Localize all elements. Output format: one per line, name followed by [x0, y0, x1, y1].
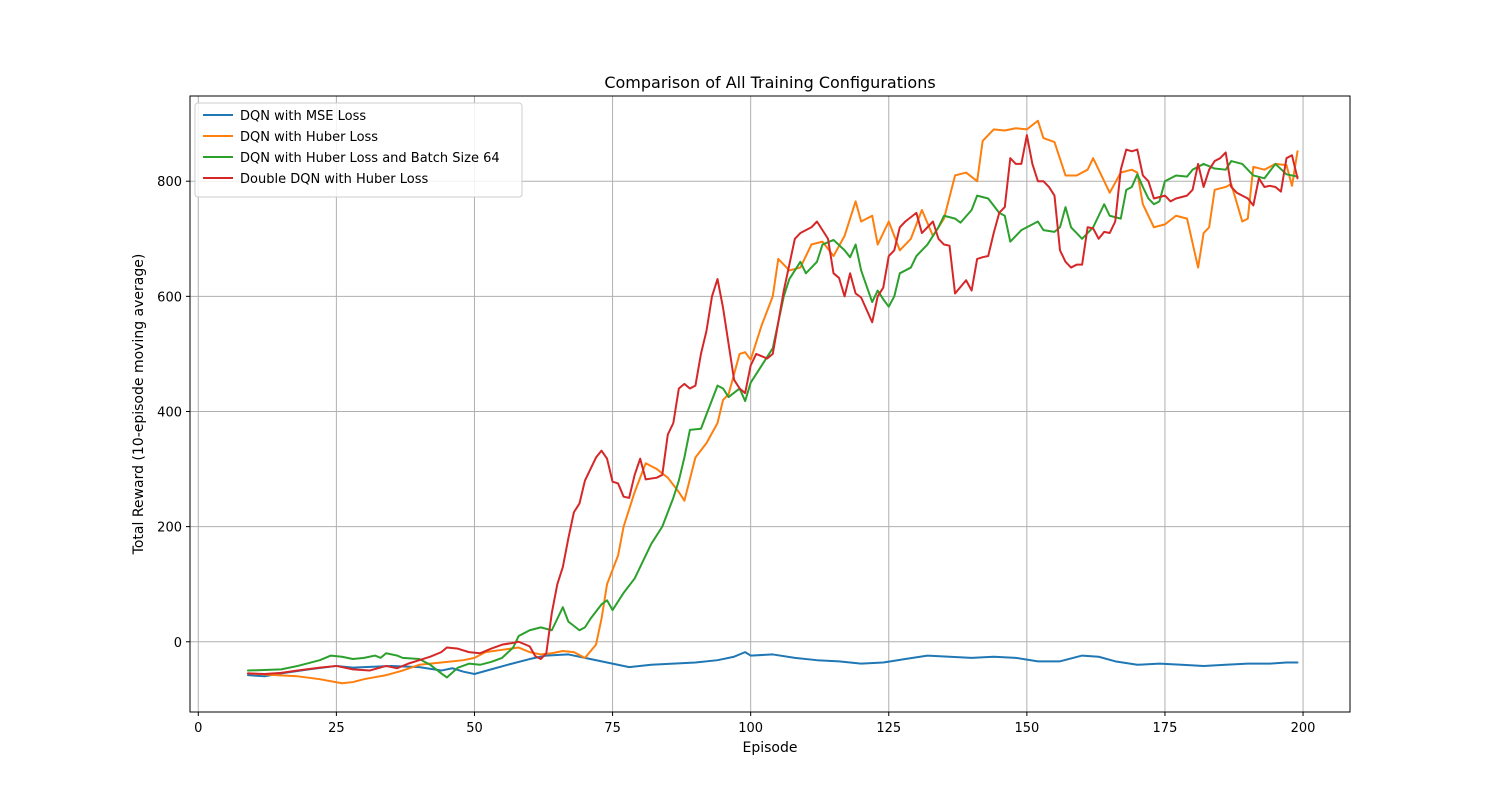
x-tick-label: 100 — [738, 721, 763, 736]
legend-label: DQN with Huber Loss and Batch Size 64 — [240, 151, 500, 166]
x-tick-label: 175 — [1153, 721, 1178, 736]
y-axis-label: Total Reward (10-episode moving average) — [131, 254, 147, 556]
x-tick-label: 75 — [604, 721, 621, 736]
plot-area-frame — [189, 95, 1351, 713]
x-tick-label: 25 — [328, 721, 345, 736]
y-tick-label: 200 — [157, 521, 182, 536]
series-line-3 — [247, 160, 1299, 679]
grid-lines — [190, 96, 1350, 712]
x-tick-label: 125 — [876, 721, 901, 736]
series-lines — [247, 119, 1299, 685]
legend-label: Double DQN with Huber Loss — [240, 172, 428, 187]
y-tick-label: 400 — [157, 405, 182, 420]
legend-box — [194, 102, 523, 198]
y-tick-label: 800 — [157, 175, 182, 190]
x-tick-label: 150 — [1014, 721, 1039, 736]
legend-label: DQN with Huber Loss — [240, 130, 378, 145]
chart-title: Comparison of All Training Configuration… — [604, 73, 935, 92]
x-tick-label: 50 — [466, 721, 483, 736]
y-tick-label: 0 — [174, 636, 182, 651]
x-tick-label: 0 — [194, 721, 202, 736]
x-axis-label: Episode — [743, 740, 798, 756]
axis-ticks: 0 25 50 75 100 125 150 175 200 0 200 400 600 800 — [157, 175, 1315, 736]
x-tick-label: 200 — [1291, 721, 1316, 736]
legend-label: DQN with MSE Loss — [240, 109, 366, 124]
legend: DQN with MSE Loss DQN with Huber Loss DQN … — [194, 102, 523, 198]
series-line-4 — [247, 134, 1299, 675]
y-tick-label: 600 — [157, 290, 182, 305]
